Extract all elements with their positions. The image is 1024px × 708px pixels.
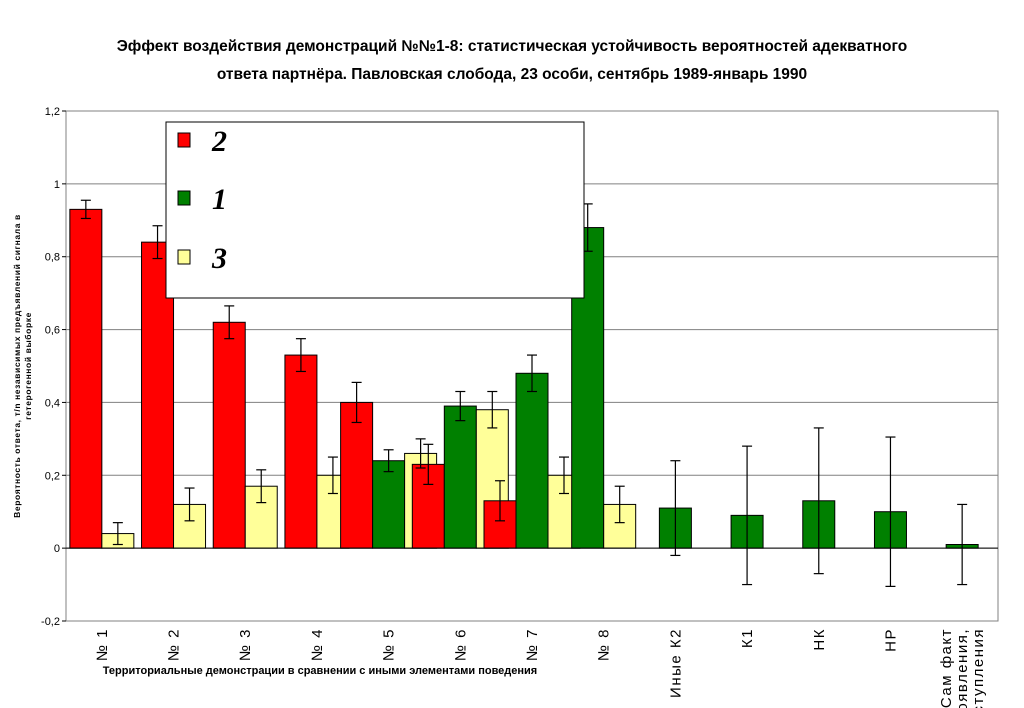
y-axis-label: Вероятность ответа, т/n независимых пред… [12,214,33,518]
plot-area [65,110,999,622]
bar-series-2-cat-5 [340,401,374,549]
x-tick-label: появления, [954,628,971,708]
bar-series-2-cat-3 [212,321,246,549]
bar-series-2-cat-1 [69,208,103,549]
bar-series-1-cat-7 [515,372,549,549]
x-axis-label: Территориальные демонстрации в сравнении… [103,665,537,677]
y-tick-label: -0,2 [41,616,60,628]
x-tick-label: № 7 [524,628,541,661]
y-tick-label: 0,4 [45,397,60,409]
bar-series-2-cat-4 [284,354,318,549]
chart-title-line-2: ответа партнёра. Павловская слобода, 23 … [217,66,807,83]
legend-swatch-2 [177,132,191,148]
legend-label-3: 3 [211,242,227,275]
error-bars [80,199,968,587]
x-tick-labels: № 1 № 2 № 3 № 4 № 5 № 6 № 7 № 8 Иные К2 К1 НК НР Сам… [94,628,987,708]
chart-title-line-1: Эффект воздействия демонстраций №№1-8: с… [117,38,907,55]
legend-label-1: 1 [212,183,227,216]
y-tick-label: 0,6 [45,325,60,337]
x-tick-label: № 8 [596,628,613,661]
y-tick-label: 1 [54,179,60,191]
x-tick-label: № 6 [452,628,469,661]
bar-series-1-cat-6 [443,405,477,549]
y-tick-label: 1,2 [45,106,60,118]
bars [69,208,979,549]
legend-swatch-3 [177,249,191,265]
legend-box [165,121,585,299]
y-tick-labels: -0,2 0 0,2 0,4 0,6 0,8 1 1,2 [41,106,60,628]
x-tick-label: К1 [739,628,756,648]
legend-label-2: 2 [211,125,227,158]
x-tick-label: № 1 [94,628,111,661]
legend-swatch-1 [177,190,191,206]
x-tick-label: НК [811,628,828,651]
y-axis-label-line-2: гетерогенной выборке [23,312,33,420]
x-tick-label: № 5 [381,628,398,661]
y-tick-label: 0 [54,543,60,555]
x-tick-label: Сам факт [938,628,955,708]
y-tick-label: 0,8 [45,252,60,264]
x-tick-label: отступления [970,628,987,708]
x-tick-label: НР [882,628,899,652]
y-tick-label: 0,2 [45,470,60,482]
y-axis-label-line-1: Вероятность ответа, т/n независимых пред… [12,214,22,518]
bar-series-1-cat-5 [372,460,406,549]
x-tick-label: № 3 [237,628,254,661]
x-tick-label: № 4 [309,628,326,661]
bar-series-2-cat-7 [483,500,517,549]
x-tick-label: Иные К2 [667,628,684,698]
legend: 2 1 3 [165,121,585,299]
x-tick-label: № 2 [166,628,183,661]
